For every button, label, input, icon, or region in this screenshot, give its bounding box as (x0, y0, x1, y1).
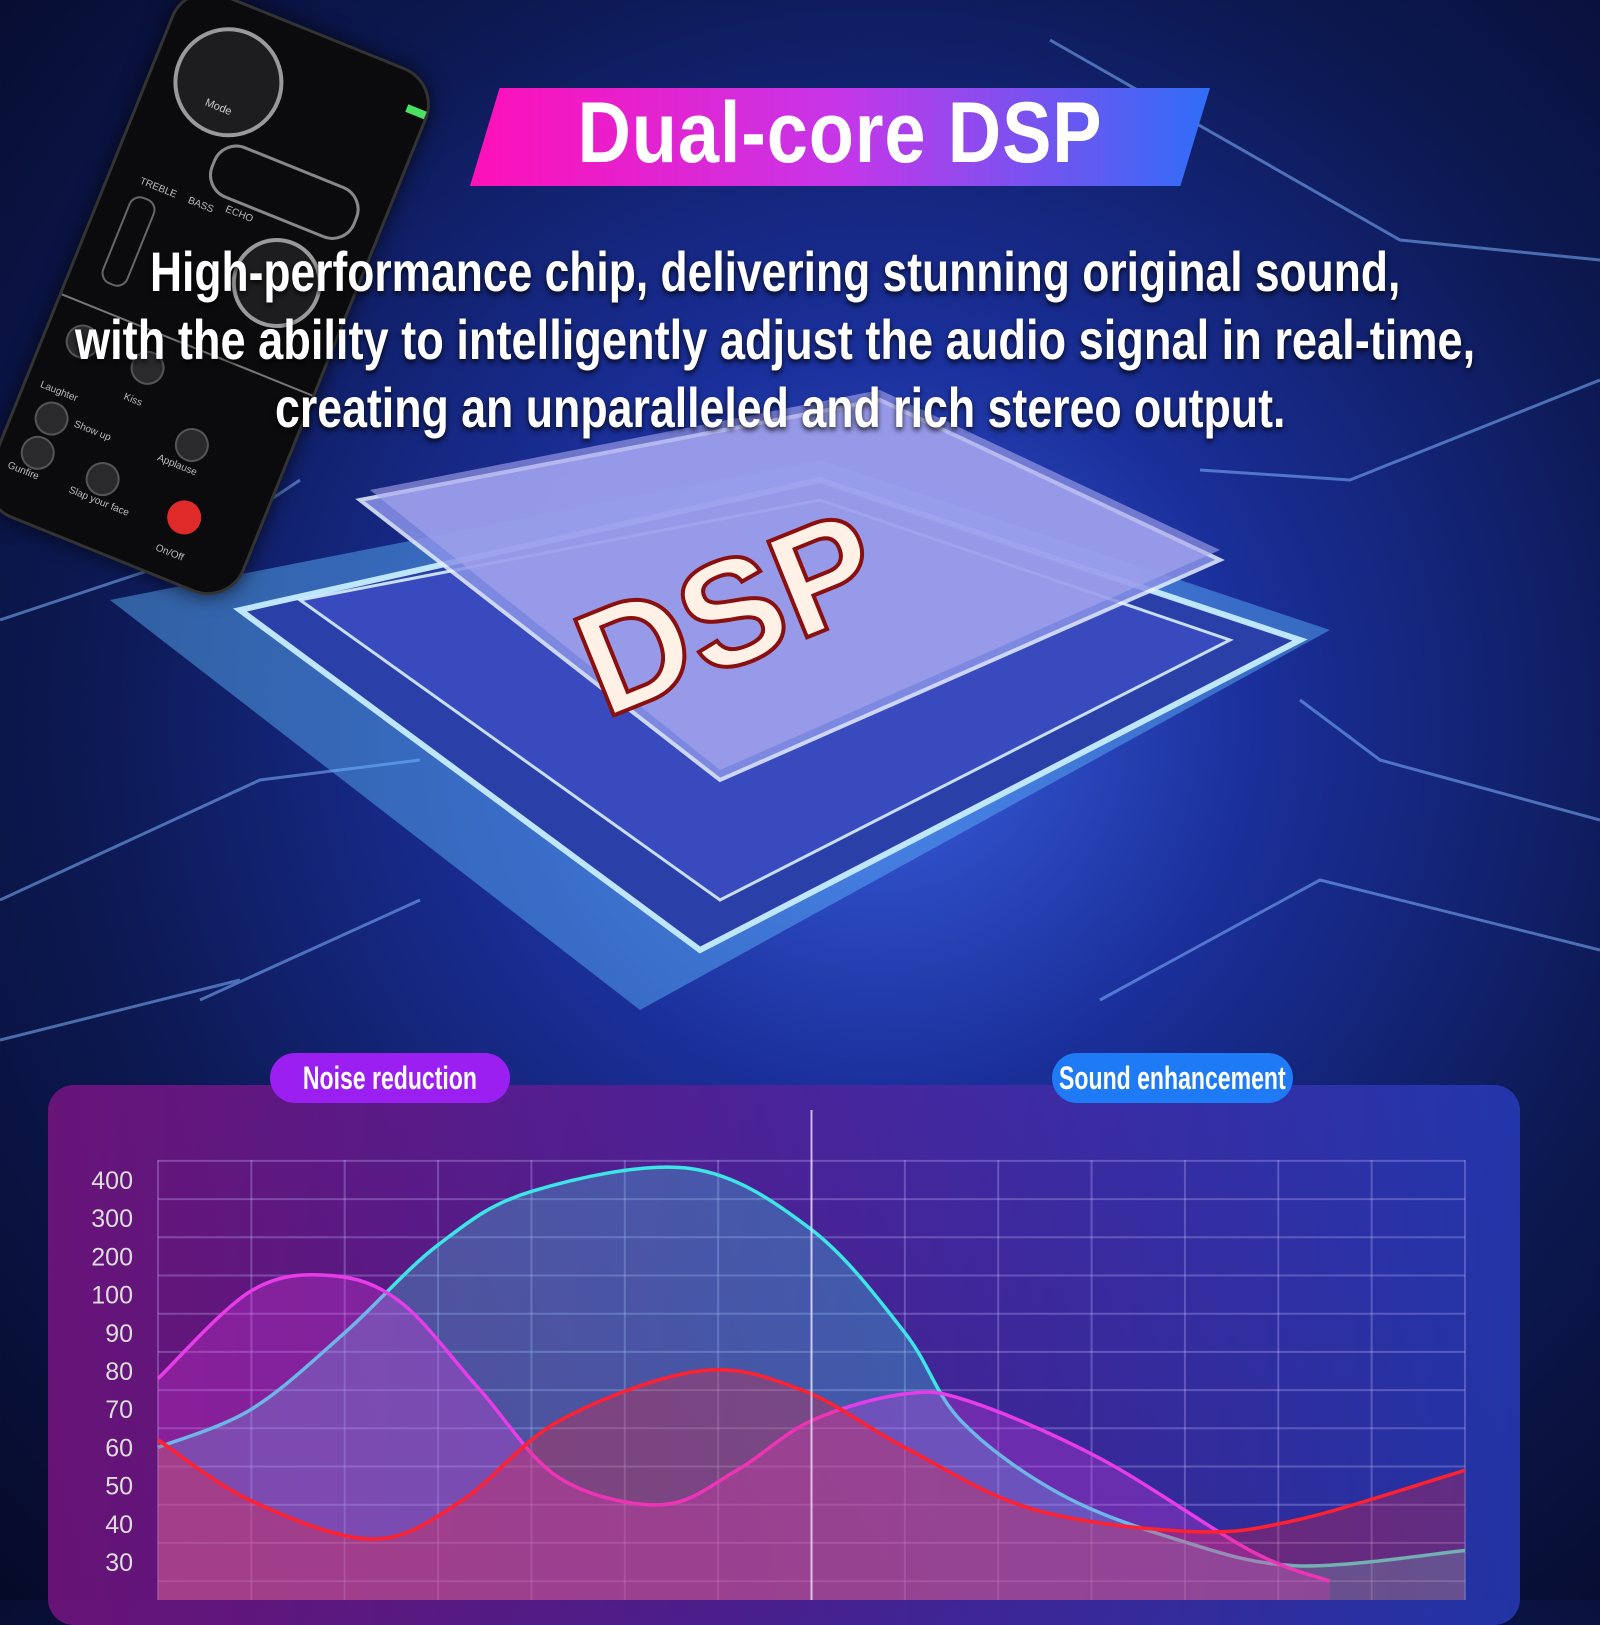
y-axis-ticks: 400 300 200 100 90 80 70 60 50 40 30 (91, 1167, 133, 1577)
series-line-2 (157, 1368, 1466, 1541)
y-tick-label: 80 (105, 1358, 133, 1386)
dsp-chip: DSP (110, 390, 1330, 1010)
chart-grid (157, 1159, 1466, 1600)
y-tick-label: 400 (91, 1167, 133, 1195)
sound-enhancement-label: Sound enhancement (1059, 1059, 1286, 1096)
y-tick-label: 70 (105, 1396, 133, 1424)
subtitle-line-1: High-performance chip, delivering stunni… (150, 240, 1401, 303)
noise-reduction-label: Noise reduction (302, 1059, 478, 1096)
y-tick-label: 60 (105, 1434, 133, 1462)
y-tick-label: 40 (105, 1511, 133, 1539)
page-title: Dual-core DSP (577, 85, 1103, 181)
y-tick-label: 100 (91, 1282, 133, 1310)
y-tick-label: 50 (105, 1473, 133, 1501)
noise-reduction-badge: Noise reduction (270, 1053, 510, 1103)
y-tick-label: 200 (91, 1243, 133, 1271)
series-line-1 (156, 1272, 1331, 1583)
y-tick-label: 30 (105, 1549, 133, 1577)
y-tick-label: 90 (105, 1320, 133, 1348)
subtitle-line-3: creating an unparalleled and rich stereo… (275, 376, 1286, 439)
chart-panel (48, 1085, 1520, 1625)
sound-enhancement-badge: Sound enhancement (1052, 1053, 1293, 1103)
subtitle-line-2: with the ability to intelligently adjust… (75, 308, 1476, 371)
y-tick-label: 300 (91, 1205, 133, 1233)
title-banner (470, 88, 1210, 186)
